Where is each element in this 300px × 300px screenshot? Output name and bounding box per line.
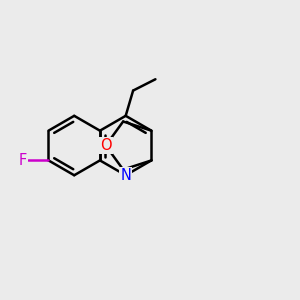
- Text: N: N: [120, 168, 131, 183]
- Text: F: F: [19, 153, 27, 168]
- Text: O: O: [100, 138, 112, 153]
